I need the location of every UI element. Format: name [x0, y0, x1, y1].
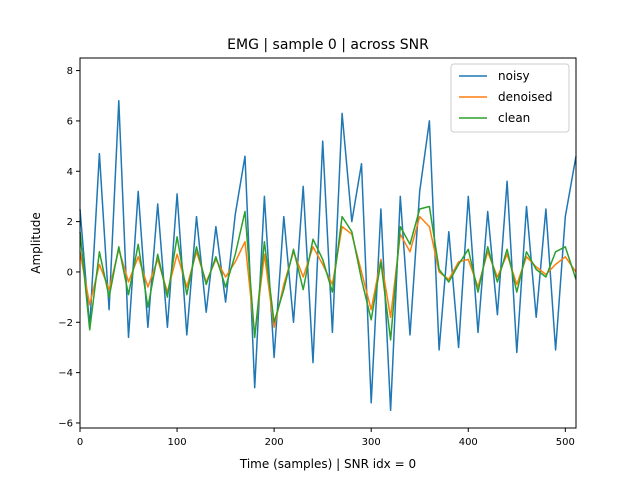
- x-tick-label: 0: [77, 437, 83, 448]
- y-axis-label: Amplitude: [29, 212, 43, 274]
- y-tick-label: 8: [67, 66, 73, 77]
- x-tick-label: 300: [362, 437, 381, 448]
- y-tick-label: 6: [67, 116, 73, 127]
- y-tick-label: −6: [58, 418, 73, 429]
- y-tick-label: 0: [67, 267, 73, 278]
- legend-label-noisy: noisy: [498, 69, 530, 83]
- axes-frame: [79, 57, 577, 429]
- y-tick-label: 2: [67, 217, 73, 228]
- legend-label-clean: clean: [498, 111, 530, 125]
- legend-items: noisy denoised clean: [459, 69, 553, 125]
- y-tick-label: −2: [58, 318, 73, 329]
- x-tick-label: 500: [556, 437, 575, 448]
- plot-series-group: [79, 100, 577, 412]
- x-tick-label: 200: [265, 437, 284, 448]
- y-tick-label: −4: [58, 368, 73, 379]
- legend: noisy denoised clean: [450, 63, 570, 133]
- y-tick-label: 4: [67, 167, 73, 178]
- x-tick-label: 400: [459, 437, 478, 448]
- x-tick-label: 100: [168, 437, 187, 448]
- y-axis-ticks: −6 −4 −2 0 2 4 6 8: [58, 66, 80, 429]
- legend-label-denoised: denoised: [498, 90, 553, 104]
- x-axis-ticks: 0 100 200 300 400 500: [77, 428, 575, 448]
- series-line-clean: [79, 205, 577, 341]
- chart-title: EMG | sample 0 | across SNR: [227, 37, 429, 53]
- legend-box: [450, 63, 570, 133]
- x-axis-label: Time (samples) | SNR idx = 0: [239, 457, 416, 471]
